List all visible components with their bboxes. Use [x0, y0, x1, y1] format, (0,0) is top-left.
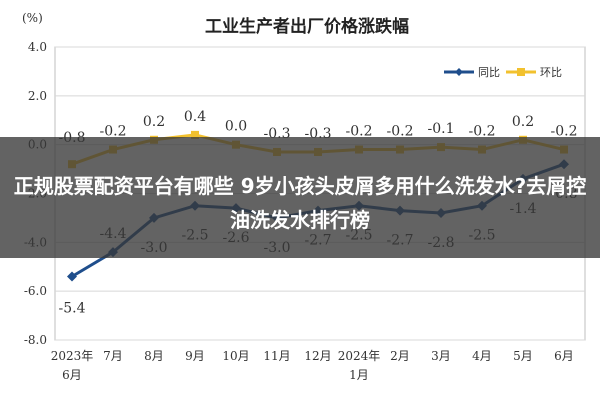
data-point: [191, 130, 199, 139]
data-label: 0.0: [225, 119, 247, 135]
x-tick-label: 3月: [431, 349, 451, 363]
data-label: -0.2: [469, 124, 496, 140]
data-label: 0.4: [184, 109, 206, 125]
legend: 同比 环比: [444, 66, 562, 79]
chart-title: 工业生产者出厂价格涨跌幅: [205, 16, 409, 37]
x-axis-ticks: 2023年 6月 7月 8月 9月 10月 11月 12月 2024年 1月 2月 3月 4月 5月 6月: [51, 349, 574, 382]
legend-marker: [455, 68, 463, 76]
x-tick-label: 8月: [144, 349, 164, 363]
x-tick-label: 11月: [263, 349, 290, 363]
headline-text[interactable]: 正规股票配资平台有哪些 9岁小孩头皮屑多用什么洗发水?去屑控油洗发水排行榜: [13, 174, 587, 232]
data-label: -0.2: [346, 124, 373, 140]
legend-label: 同比: [478, 66, 500, 79]
x-tick-label: 5月: [513, 349, 533, 363]
data-label: 0.2: [143, 114, 165, 130]
y-tick-label: 2.0: [28, 89, 47, 103]
data-label: -0.2: [551, 124, 578, 140]
data-label: -0.2: [100, 124, 127, 140]
y-unit-label: (%): [22, 11, 43, 25]
y-tick-label: 4.0: [28, 40, 47, 54]
headline-banner[interactable]: 正规股票配资平台有哪些 9岁小孩头皮屑多用什么洗发水?去屑控油洗发水排行榜: [0, 137, 600, 258]
x-tick-label: 12月: [304, 349, 331, 363]
y-tick-label: -6.0: [24, 284, 47, 298]
data-label: -0.1: [428, 121, 455, 137]
x-tick-label: 6月: [62, 368, 82, 382]
x-tick-label: 6月: [554, 349, 574, 363]
x-tick-label: 4月: [472, 349, 492, 363]
data-point: [67, 271, 77, 282]
x-tick-label: 2月: [390, 349, 410, 363]
x-tick-label: 10月: [222, 349, 249, 363]
x-tick-label: 9月: [185, 349, 205, 363]
legend-label: 环比: [540, 66, 562, 79]
x-tick-label: 2023年: [51, 349, 94, 363]
data-label: 0.2: [512, 114, 534, 130]
x-tick-label: 2024年: [338, 349, 381, 363]
y-tick-label: -8.0: [24, 333, 47, 347]
x-tick-label: 1月: [349, 368, 369, 382]
data-label: -5.4: [59, 301, 86, 317]
data-label: -0.2: [387, 124, 414, 140]
legend-marker: [517, 68, 525, 76]
x-tick-label: 7月: [103, 349, 123, 363]
